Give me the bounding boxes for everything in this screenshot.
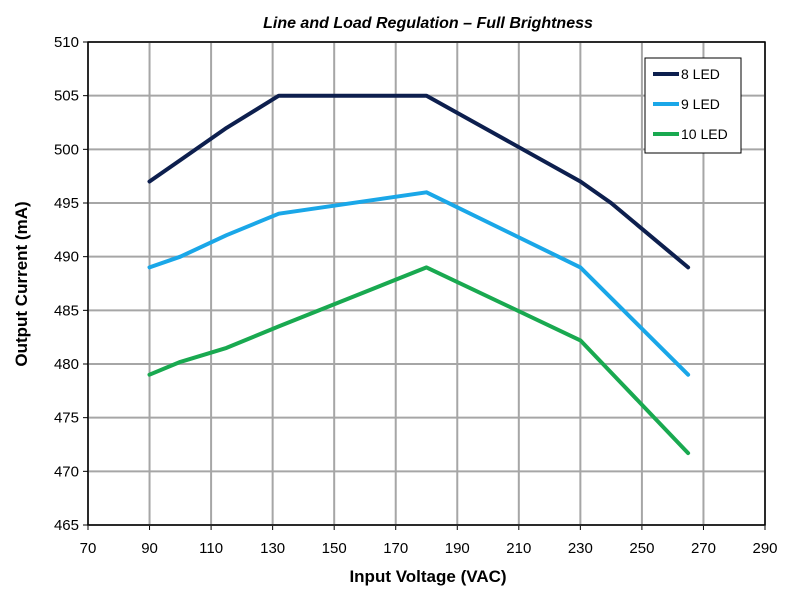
series-line-9-led — [147, 190, 691, 377]
x-tick-label: 290 — [752, 540, 777, 557]
legend: 8 LED 9 LED 10 LED — [644, 57, 742, 154]
series-line-8-led — [147, 93, 691, 270]
y-tick-label: 510 — [54, 34, 79, 51]
x-tick-label: 150 — [322, 540, 347, 557]
legend-label-8-led: 8 LED — [681, 66, 720, 82]
x-tick-label: 70 — [80, 540, 97, 557]
plot-frame — [87, 41, 766, 526]
x-tick-label: 190 — [445, 540, 470, 557]
y-tick-label: 490 — [54, 249, 79, 266]
chart-title: Line and Load Regulation – Full Brightne… — [263, 15, 593, 32]
y-tick-label: 480 — [54, 356, 79, 373]
y-tick-label: 500 — [54, 141, 79, 158]
legend-label-10-led: 10 LED — [681, 126, 728, 142]
x-tick-label: 110 — [199, 540, 223, 557]
x-tick-labels: 70 90 110 130 150 170 190 210 230 250 270 290 — [80, 540, 778, 557]
x-tick-label: 230 — [568, 540, 593, 557]
y-tick-labels: 465 470 475 480 485 490 495 500 505 510 — [54, 34, 79, 534]
y-tick-label: 505 — [54, 88, 79, 105]
y-axis-title: Output Current (mA) — [12, 201, 31, 366]
y-tick-label: 475 — [54, 410, 79, 427]
x-tick-label: 90 — [141, 540, 158, 557]
y-tick-label: 495 — [54, 195, 79, 212]
x-tick-label: 210 — [506, 540, 531, 557]
x-tick-label: 130 — [260, 540, 285, 557]
y-tick-label: 465 — [54, 517, 79, 534]
y-tick-label: 485 — [54, 302, 79, 319]
y-tick-label: 470 — [54, 463, 79, 480]
series-line-10-led — [147, 265, 691, 456]
x-tick-label: 270 — [691, 540, 716, 557]
legend-label-9-led: 9 LED — [681, 96, 720, 112]
x-tick-label: 170 — [383, 540, 408, 557]
series-lines — [147, 93, 691, 456]
x-axis-title: Input Voltage (VAC) — [349, 567, 506, 586]
x-tick-label: 250 — [629, 540, 654, 557]
